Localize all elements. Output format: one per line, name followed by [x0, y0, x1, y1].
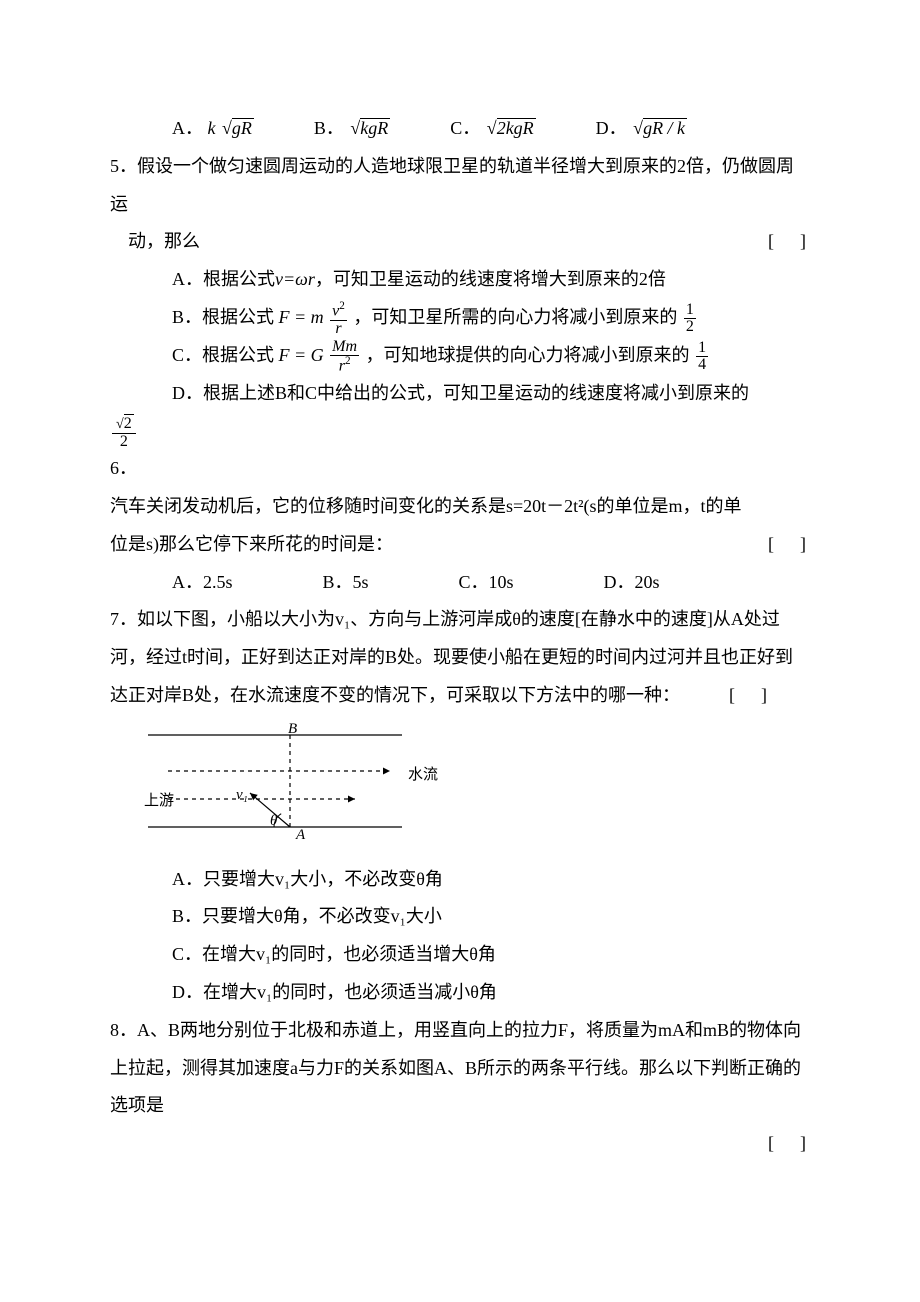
svg-text:水流: 水流 — [408, 766, 438, 783]
q6-option-d: D．20s — [604, 564, 660, 602]
q6-options-row: A．2.5s B．5s C．10s D．20s — [110, 564, 810, 602]
fraction-quarter: 1 4 — [696, 340, 708, 373]
fraction-sqrt2-over-2: √2 2 — [112, 414, 136, 450]
sqrt: √gR — [220, 110, 254, 148]
text: 动，那么 — [110, 223, 200, 261]
q5-option-c: C．根据公式 F = G Mm r2 ，可知地球提供的向心力将减小到原来的 1 … — [110, 337, 810, 375]
fraction-half: 1 2 — [684, 302, 696, 335]
q7-stem: 7．如以下图，小船以大小为v₁、方向与上游河岸成θ的速度[在静水中的速度]从A处… — [110, 601, 810, 714]
formula: v=ωr — [275, 269, 315, 289]
q7-option-a: A．只要增大v₁大小，不必改变θ角 — [110, 861, 810, 899]
q6-option-b: B．5s — [323, 564, 369, 602]
m: m — [311, 307, 324, 327]
svg-text:v₁: v₁ — [236, 787, 248, 803]
text: ，可知卫星运动的线速度将增大到原来的2倍 — [315, 269, 666, 289]
text: 7．如以下图，小船以大小为v₁、方向与上游河岸成θ的速度[在静水中的速度]从A处… — [110, 609, 793, 705]
sqrt: √kgR — [348, 110, 390, 148]
diagram-svg: B Aθ v₁ 水流上游 — [140, 721, 440, 841]
answer-bracket: [ ] — [768, 526, 810, 564]
q4-option-b: B． √kgR — [314, 110, 390, 148]
q6-option-a: A．2.5s — [172, 564, 233, 602]
q8-bracket-row: [ ] — [110, 1125, 810, 1163]
q5-number: 5． — [110, 156, 137, 176]
fraction: Mm r2 — [330, 339, 359, 374]
q5-stem-1: 5．假设一个做匀速圆周运动的人造地球限卫星的轨道半径增大到原来的2倍，仍做圆周运 — [110, 148, 810, 224]
svg-text:A: A — [295, 827, 306, 841]
den: r — [330, 320, 347, 337]
rad: 2 — [124, 414, 134, 433]
q4-option-d: D． √gR / k — [596, 110, 687, 148]
answer-bracket: [ ] — [768, 223, 810, 261]
text: ，可知地球提供的向心力将减小到原来的 — [366, 345, 690, 365]
q5-option-d-frac: √2 2 — [110, 412, 810, 450]
q5-option-d: D．根据上述B和C中给出的公式，可知卫星运动的线速度将减小到原来的 — [110, 375, 810, 413]
q7-option-c: C．在增大v₁的同时，也必须适当增大θ角 — [110, 936, 810, 974]
river-crossing-diagram: B Aθ v₁ 水流上游 — [140, 721, 810, 855]
q4-option-c: C． √2kgR — [450, 110, 535, 148]
coef: k — [208, 118, 216, 138]
sqrt: √gR / k — [631, 110, 687, 148]
label: B． — [314, 118, 344, 138]
eq: = — [290, 307, 311, 327]
sup: 2 — [339, 300, 345, 312]
svg-text:θ: θ — [270, 813, 278, 829]
q6-stem-row: 汽车关闭发动机后，它的位移随时间变化的关系是s=20t－2t²(s的单位是m，t… — [110, 488, 810, 564]
radicand: gR — [232, 118, 254, 139]
F: F — [279, 307, 290, 327]
q4-option-a: A． k √gR — [172, 110, 254, 148]
label: C． — [450, 118, 480, 138]
exam-page: A． k √gR B． √kgR C． √2kgR D． √gR / k 5．假… — [0, 0, 920, 1302]
den-sup: 2 — [345, 355, 351, 367]
q6-stem: 汽车关闭发动机后，它的位移随时间变化的关系是s=20t－2t²(s的单位是m，t… — [110, 488, 756, 564]
fraction: v2 r — [330, 301, 347, 336]
label: C．根据公式 — [172, 345, 274, 365]
q6-option-c: C．10s — [459, 564, 514, 602]
F: F — [279, 345, 290, 365]
text: ，可知卫星所需的向心力将减小到原来的 — [353, 307, 677, 327]
svg-text:上游: 上游 — [144, 792, 174, 809]
q8-stem: 8．A、B两地分别位于北极和赤道上，用竖直向上的拉力F，将质量为mA和mB的物体… — [110, 1012, 810, 1125]
formula-b: F = m v2 r — [279, 307, 354, 327]
den: 4 — [696, 356, 708, 373]
radicand: 2kgR — [497, 118, 536, 139]
q7-option-d: D．在增大v₁的同时，也必须适当减小θ角 — [110, 974, 810, 1012]
eq: = — [290, 345, 311, 365]
num: 1 — [696, 340, 708, 356]
q5-stem-2-row: 动，那么 [ ] — [110, 223, 810, 261]
q7-option-b: B．只要增大θ角，不必改变v₁大小 — [110, 898, 810, 936]
q4-options-row: A． k √gR B． √kgR C． √2kgR D． √gR / k — [110, 110, 810, 148]
label: A．根据公式 — [172, 269, 275, 289]
radicand: gR / k — [643, 118, 687, 139]
q5-option-b: B．根据公式 F = m v2 r ，可知卫星所需的向心力将减小到原来的 1 2 — [110, 299, 810, 337]
label: A． — [172, 118, 203, 138]
G: G — [311, 345, 324, 365]
text: D．根据上述B和C中给出的公式，可知卫星运动的线速度将减小到原来的 — [172, 383, 749, 403]
q6-number: 6． — [110, 450, 810, 488]
q5-option-a: A．根据公式v=ωr，可知卫星运动的线速度将增大到原来的2倍 — [110, 261, 810, 299]
radicand: kgR — [360, 118, 390, 139]
answer-bracket: [ ] — [768, 1125, 810, 1163]
den: 2 — [112, 433, 136, 450]
sqrt: √2kgR — [485, 110, 536, 148]
formula-c: F = G Mm r2 — [279, 345, 366, 365]
svg-text:B: B — [288, 721, 297, 737]
text: 假设一个做匀速圆周运动的人造地球限卫星的轨道半径增大到原来的2倍，仍做圆周运 — [110, 156, 794, 214]
label: B．根据公式 — [172, 307, 274, 327]
num: 1 — [684, 302, 696, 318]
num: Mm — [330, 339, 359, 355]
label: D． — [596, 118, 627, 138]
den: 2 — [684, 318, 696, 335]
answer-bracket: [ ] — [729, 685, 771, 705]
